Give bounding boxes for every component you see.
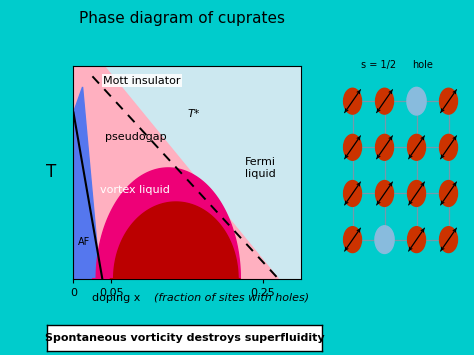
Text: dSC: dSC	[172, 230, 199, 243]
Circle shape	[408, 135, 426, 160]
Circle shape	[439, 88, 457, 114]
Circle shape	[439, 227, 457, 252]
Circle shape	[344, 181, 362, 206]
Circle shape	[375, 88, 393, 114]
Polygon shape	[92, 168, 240, 279]
Polygon shape	[110, 202, 240, 279]
Circle shape	[344, 227, 362, 252]
Polygon shape	[73, 87, 100, 279]
Circle shape	[408, 227, 426, 252]
Text: AF: AF	[78, 236, 90, 247]
Text: pseudogap: pseudogap	[105, 132, 167, 142]
Text: hole: hole	[412, 60, 433, 70]
Circle shape	[375, 226, 394, 253]
Text: s = 1/2: s = 1/2	[361, 60, 396, 70]
Circle shape	[408, 181, 426, 206]
Text: Spontaneous vorticity destroys superfluidity: Spontaneous vorticity destroys superflui…	[45, 333, 325, 343]
Circle shape	[375, 135, 393, 160]
Text: Mott insulator: Mott insulator	[103, 76, 181, 86]
Circle shape	[439, 135, 457, 160]
Text: vortex liquid: vortex liquid	[100, 185, 170, 196]
Text: (fraction of sites with holes): (fraction of sites with holes)	[147, 293, 309, 303]
Circle shape	[407, 87, 426, 115]
Text: Fermi
liquid: Fermi liquid	[245, 157, 275, 179]
Text: T*: T*	[187, 109, 200, 119]
Circle shape	[344, 135, 362, 160]
Text: Phase diagram of cuprates: Phase diagram of cuprates	[80, 11, 285, 26]
Circle shape	[344, 88, 362, 114]
Polygon shape	[73, 66, 278, 279]
Circle shape	[439, 181, 457, 206]
Circle shape	[375, 181, 393, 206]
Text: T: T	[46, 163, 56, 181]
Text: doping x: doping x	[91, 293, 147, 303]
